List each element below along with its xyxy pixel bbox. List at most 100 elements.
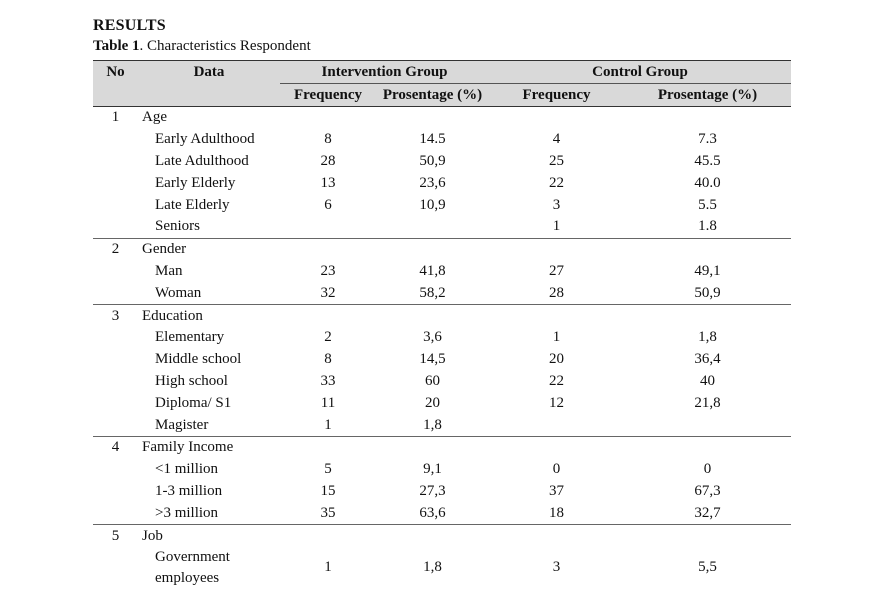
row-label: Early Elderly	[155, 174, 236, 191]
table-row: Early Adulthood 8 14.5 4 7.3	[93, 129, 791, 151]
intervention-percentage-cell: 9,1	[423, 461, 442, 478]
row-label: Elementary	[155, 329, 225, 346]
table-row: Late Elderly 6 10,9 3 5.5	[93, 194, 791, 216]
row-label: Seniors	[138, 215, 280, 239]
table-row: <1 million 5 9,1 0 0	[93, 459, 791, 481]
intervention-percentage-cell: 50,9	[419, 152, 446, 169]
control-frequency-cell: 1	[489, 215, 625, 239]
table-row: Seniors 1 1.8	[93, 215, 792, 239]
control-frequency-cell: 22	[549, 174, 565, 191]
intervention-percentage-cell: 20	[425, 394, 440, 411]
table-row: Middle school 8 14,5 20 36,4	[93, 349, 791, 371]
column-header-no: No	[93, 60, 138, 84]
row-label: Late Adulthood	[155, 152, 249, 169]
section-number: 2	[111, 241, 120, 258]
intervention-frequency-cell: 28	[320, 152, 336, 169]
control-percentage-cell: 45.5	[694, 152, 721, 169]
section-number: 1	[111, 109, 120, 126]
control-frequency-cell: 20	[549, 351, 565, 368]
row-label: Woman	[138, 282, 280, 306]
row-number-blank	[93, 129, 138, 151]
intervention-frequency-cell: 35	[280, 502, 376, 526]
section-row: 4 Family Income	[93, 436, 791, 458]
characteristics-table: No Data Intervention Group Control Group…	[93, 60, 792, 589]
control-percentage-cell: 67,3	[694, 482, 721, 499]
control-percentage-cell: 5,5	[698, 559, 717, 576]
row-number-blank	[93, 349, 138, 371]
intervention-percentage-cell: 23,6	[419, 174, 446, 191]
control-frequency-cell: 18	[489, 502, 625, 526]
table-header: No Data Intervention Group Control Group…	[93, 60, 792, 107]
control-frequency-cell: 3	[552, 559, 561, 576]
row-number-blank	[93, 481, 138, 503]
table-row: Magister 1 1,8	[93, 414, 792, 437]
control-percentage-cell: 21,8	[694, 394, 721, 411]
intervention-percentage-cell: 60	[425, 372, 440, 389]
control-percentage-cell: 1.8	[624, 215, 792, 239]
column-header-blank	[138, 83, 280, 107]
column-header-intervention-percentage: Prosentage (%)	[376, 83, 490, 107]
row-number-blank	[93, 172, 138, 194]
control-percentage-cell	[624, 414, 792, 437]
intervention-frequency-cell: 33	[320, 372, 336, 389]
intervention-frequency-cell: 2	[324, 329, 332, 346]
intervention-frequency-cell: 11	[320, 394, 336, 411]
column-header-intervention-frequency: Frequency	[280, 83, 376, 107]
row-label: Middle school	[155, 351, 242, 368]
section-row: 3 Education	[93, 305, 791, 327]
control-percentage-cell: 5.5	[698, 196, 717, 213]
control-percentage-cell: 0	[703, 461, 712, 478]
intervention-percentage-cell: 14.5	[419, 131, 446, 148]
row-label: Diploma/ S1	[155, 394, 232, 411]
table-caption-text: . Characteristics Respondent	[139, 38, 311, 54]
section-number: 3	[111, 307, 120, 324]
control-frequency-cell: 27	[549, 262, 565, 279]
table-row: >3 million 35 63,6 18 32,7	[93, 502, 792, 526]
section-heading: RESULTS	[93, 17, 166, 34]
intervention-frequency-cell: 6	[324, 196, 332, 213]
row-number-blank	[93, 392, 138, 414]
table-body: 1 Age Early Adulthood 8 14.5 4 7.3 Late Adultho…	[93, 107, 792, 589]
table-row: High school 33 60 22 40	[93, 371, 791, 393]
intervention-frequency-cell: 1	[280, 414, 376, 437]
row-number-blank	[93, 502, 138, 526]
table-caption: Table 1. Characteristics Respondent	[93, 38, 311, 55]
row-label: 1-3 million	[155, 482, 223, 499]
control-percentage-cell: 49,1	[694, 262, 721, 279]
intervention-percentage-cell: 14,5	[419, 351, 446, 368]
table-row: Government employees 1 1,8 3 5,5	[93, 547, 791, 589]
row-number-blank	[93, 547, 138, 589]
section-number: 5	[111, 527, 120, 544]
row-number-blank	[93, 194, 138, 216]
section-title: Age	[142, 109, 167, 126]
control-frequency-cell: 12	[549, 394, 565, 411]
column-header-control-percentage: Prosentage (%)	[624, 83, 792, 107]
intervention-percentage-cell: 1,8	[376, 414, 490, 437]
table-caption-label: Table 1	[93, 38, 140, 54]
column-header-intervention-group: Intervention Group	[280, 60, 490, 84]
section-title: Family Income	[142, 439, 234, 456]
control-percentage-cell: 36,4	[694, 351, 721, 368]
column-header-blank	[93, 83, 138, 107]
intervention-frequency-cell: 23	[320, 262, 336, 279]
row-label: Magister	[138, 414, 280, 437]
row-number-blank	[93, 151, 138, 173]
intervention-percentage-cell: 27,3	[419, 482, 446, 499]
control-frequency-cell: 25	[549, 152, 565, 169]
intervention-percentage-cell: 10,9	[419, 196, 446, 213]
intervention-percentage-cell: 41,8	[419, 262, 446, 279]
control-percentage-cell: 32,7	[624, 502, 792, 526]
table-row: Diploma/ S1 11 20 12 21,8	[93, 392, 791, 414]
intervention-frequency-cell	[280, 215, 376, 239]
table-row: Late Adulthood 28 50,9 25 45.5	[93, 151, 791, 173]
table-row: Early Elderly 13 23,6 22 40.0	[93, 172, 791, 194]
section-title: Gender	[142, 241, 187, 258]
section-row: 2 Gender	[93, 238, 791, 260]
table-row: Elementary 2 3,6 1 1,8	[93, 327, 791, 349]
control-frequency-cell: 4	[552, 131, 561, 148]
row-label: Late Elderly	[155, 196, 230, 213]
intervention-percentage-cell: 3,6	[423, 329, 442, 346]
control-percentage-cell: 50,9	[624, 282, 792, 306]
control-percentage-cell: 1,8	[698, 329, 717, 346]
row-number-blank	[93, 414, 138, 437]
